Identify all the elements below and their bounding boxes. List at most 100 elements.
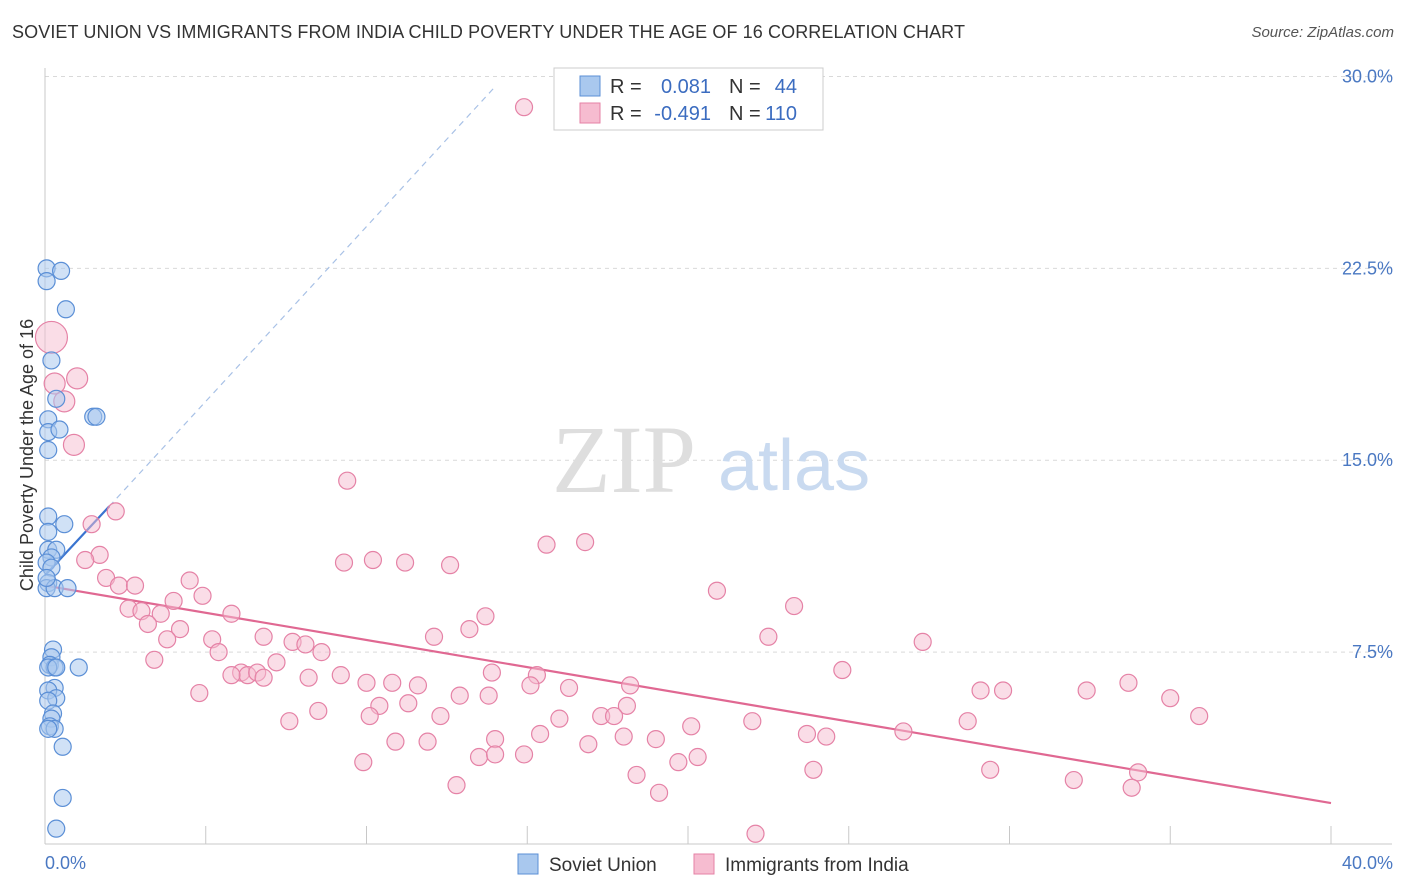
india-point-99 [804,760,823,779]
series-legend-swatch-soviet [517,853,539,875]
india-point-85 [614,727,633,746]
india-point-75 [550,709,569,728]
india-point-33 [158,630,177,649]
soviet-point-4 [42,351,61,370]
india-point-9 [537,535,556,554]
series-legend: Soviet Union Immigrants from India [517,853,909,876]
legend-r-label-india: R = [610,103,642,125]
india-point-64 [479,686,498,705]
soviet-point-11 [39,440,58,460]
india-point-12 [76,550,95,570]
india-point-14 [363,550,383,570]
legend-swatch-india [579,102,601,124]
india-point-66 [993,681,1013,700]
india-point-41 [209,643,228,662]
legend-n-label-india: N = [729,103,761,125]
india-point-102 [627,765,646,785]
india-point-77 [604,706,624,726]
india-point-93 [469,747,489,767]
india-point-84 [531,724,550,744]
legend-r-label-soviet: R = [610,76,642,98]
soviet-point-10 [50,420,69,439]
india-point-35 [254,627,273,646]
india-point-57 [408,676,428,695]
india-point-13 [334,553,354,572]
india-point-70 [617,696,637,715]
series-legend-swatch-india [693,853,715,875]
soviet-point-29 [47,658,66,677]
india-point-40 [913,632,932,651]
india-point-51 [331,666,350,685]
india-point-62 [190,683,209,703]
india-point-104 [447,776,466,795]
india-point-59 [559,678,579,698]
legend-swatch-soviet [579,75,601,97]
india-point-32 [460,619,479,639]
watermark-zip: ZIP [552,406,696,513]
india-point-80 [958,712,977,731]
india-point-65 [971,681,990,700]
india-point-6 [338,471,357,490]
india-point-87 [646,730,665,749]
correlation-legend: R = 0.081 N = 44 R = -0.491 N = 110 [553,67,824,131]
watermark: ZIP atlas [552,406,870,513]
india-point-23 [164,591,183,611]
x-tick-label-1: 40.0% [1342,853,1393,873]
india-point-54 [833,660,852,680]
tick-labels: 7.5% 15.0% 22.5% 30.0% 0.0% 40.0% [45,66,1393,873]
india-point-86 [486,730,505,749]
india-point-97 [354,753,373,772]
india-point-52 [482,663,501,682]
india-point-89 [817,727,836,746]
chart-source: Source: ZipAtlas.com [1251,24,1394,41]
soviet-point-39 [39,719,58,738]
india-point-71 [1161,689,1180,708]
legend-r-value-india: -0.491 [654,103,711,125]
india-point-95 [514,745,534,764]
soviet-point-23 [58,579,77,598]
india-point-56 [383,673,402,692]
series-legend-label-india: Immigrants from India [725,855,909,876]
india-point-50 [299,668,318,687]
india-point-63 [450,686,469,705]
india-point-37 [296,635,315,654]
india-point-78 [280,712,299,731]
soviet-point-5 [47,389,66,408]
india-point-7 [106,502,125,521]
x-tick-label-0: 0.0% [45,853,86,873]
india-point-20 [180,571,199,590]
soviet-point-43 [37,568,56,588]
grid-layer [45,75,1392,653]
india-trend-line [44,584,1332,805]
india-point-68 [399,694,418,713]
india-point-55 [357,673,376,692]
india-point-100 [981,760,1000,779]
india-point-15 [395,553,415,572]
india-point-49 [222,666,241,685]
india-point-26 [151,604,170,623]
soviet-point-13 [55,515,74,534]
india-point-44 [267,653,286,672]
india-point-103 [1064,770,1083,790]
india-point-94 [486,745,505,764]
india-point-3 [66,367,89,390]
india-point-38 [424,627,444,646]
india-point-31 [170,619,190,639]
y-tick-label-2: 22.5% [1342,258,1393,278]
y-axis-title: Child Poverty Under the Age of 16 [17,319,37,591]
india-point-39 [759,627,778,646]
india-point-98 [669,753,688,772]
soviet-point-42 [47,819,66,838]
y-tick-label-0: 7.5% [1352,642,1393,662]
india-point-8 [82,515,101,534]
india-point-21 [193,586,212,605]
india-point-16 [440,556,460,575]
india-points [34,98,1209,843]
india-point-105 [1122,778,1141,797]
india-point-90 [386,732,405,751]
india-point-22 [707,581,727,600]
watermark-atlas: atlas [718,426,870,506]
india-point-58 [521,676,540,695]
india-point-28 [784,596,804,616]
